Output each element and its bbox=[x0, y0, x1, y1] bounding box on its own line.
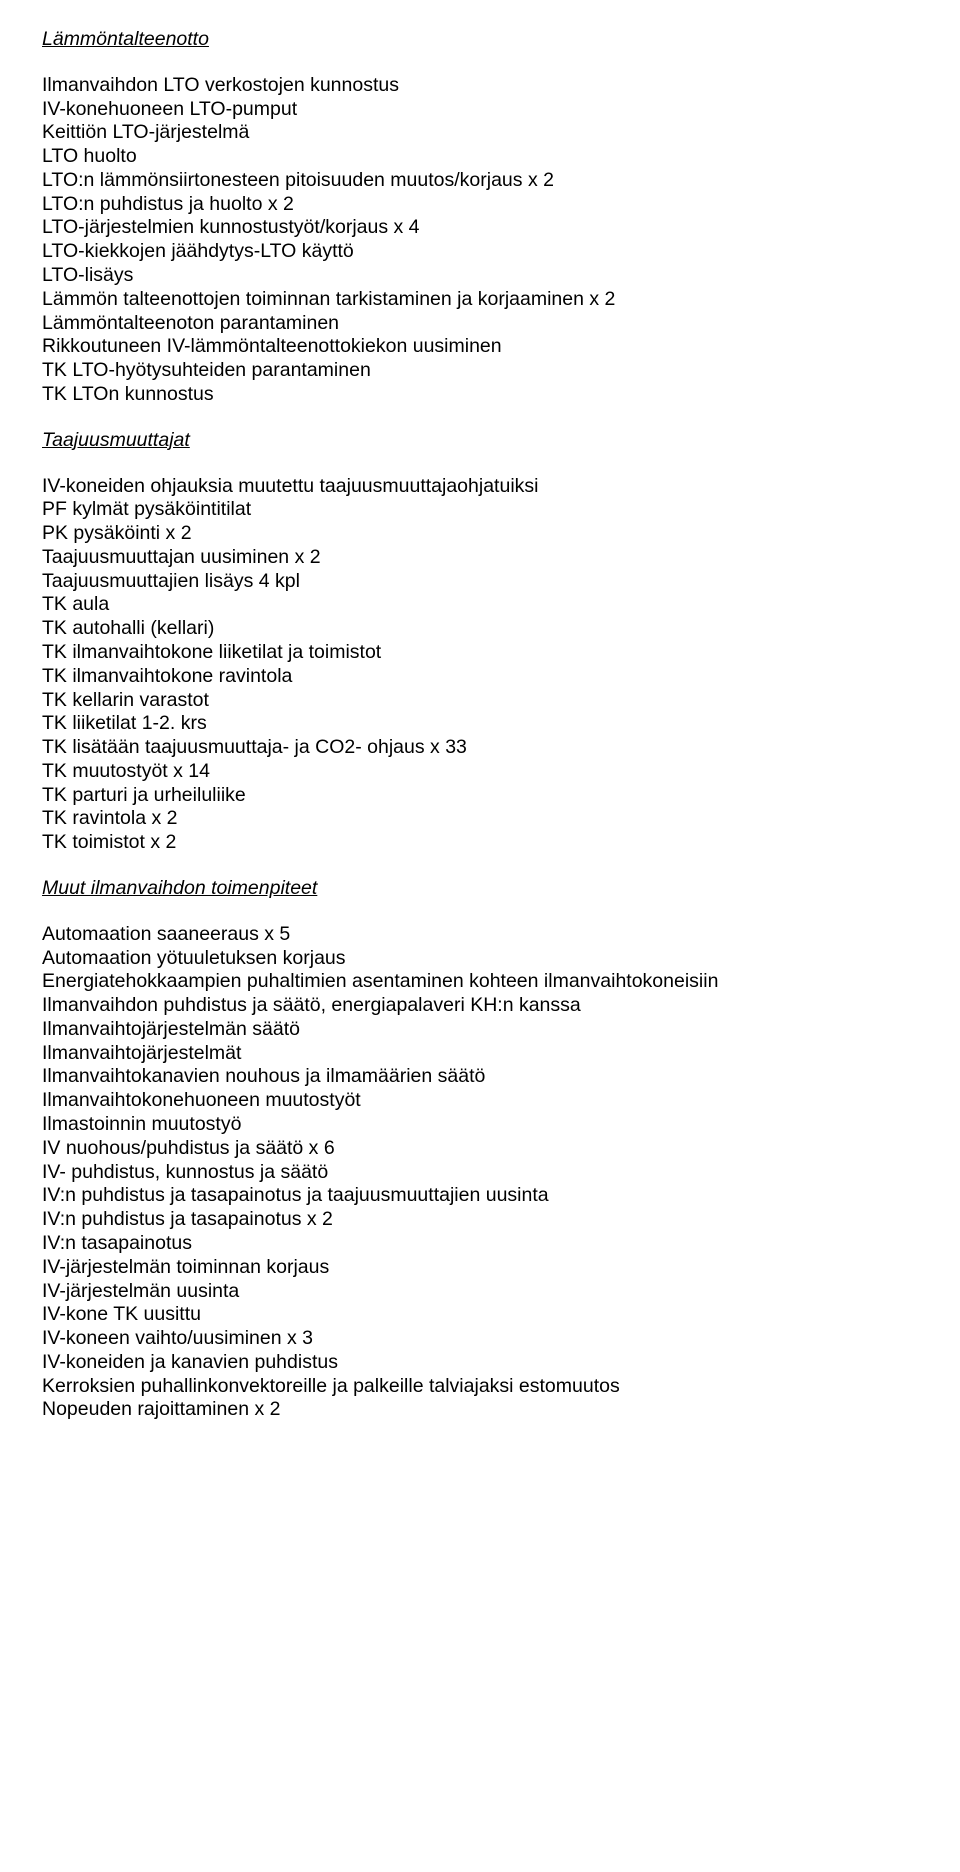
list-item: Nopeuden rajoittaminen x 2 bbox=[42, 1398, 918, 1422]
list-item: TK liiketilat 1-2. krs bbox=[42, 712, 918, 736]
document-page: Lämmöntalteenotto Ilmanvaihdon LTO verko… bbox=[0, 0, 960, 1462]
list-item: Ilmanvaihdon puhdistus ja säätö, energia… bbox=[42, 994, 918, 1018]
list-item: LTO-järjestelmien kunnostustyöt/korjaus … bbox=[42, 216, 918, 240]
section-heading: Lämmöntalteenotto bbox=[42, 28, 918, 52]
list-item: IV- puhdistus, kunnostus ja säätö bbox=[42, 1161, 918, 1185]
list-item: IV:n puhdistus ja tasapainotus ja taajuu… bbox=[42, 1184, 918, 1208]
list-item: TK ilmanvaihtokone liiketilat ja toimist… bbox=[42, 641, 918, 665]
list-item: LTO:n puhdistus ja huolto x 2 bbox=[42, 193, 918, 217]
list-item: PF kylmät pysäköintitilat bbox=[42, 498, 918, 522]
list-item: IV nuohous/puhdistus ja säätö x 6 bbox=[42, 1137, 918, 1161]
section-heading: Taajuusmuuttajat bbox=[42, 429, 918, 453]
list-item: Keittiön LTO-järjestelmä bbox=[42, 121, 918, 145]
list-item: Kerroksien puhallinkonvektoreille ja pal… bbox=[42, 1375, 918, 1399]
list-item: Taajuusmuuttajien lisäys 4 kpl bbox=[42, 570, 918, 594]
list-item: Taajuusmuuttajan uusiminen x 2 bbox=[42, 546, 918, 570]
list-item: PK pysäköinti x 2 bbox=[42, 522, 918, 546]
list-item: Ilmanvaihtojärjestelmän säätö bbox=[42, 1018, 918, 1042]
section-body: IV-koneiden ohjauksia muutettu taajuusmu… bbox=[42, 475, 918, 856]
list-item: TK parturi ja urheiluliike bbox=[42, 784, 918, 808]
list-item: TK muutostyöt x 14 bbox=[42, 760, 918, 784]
list-item: IV-koneiden ja kanavien puhdistus bbox=[42, 1351, 918, 1375]
section-body: Ilmanvaihdon LTO verkostojen kunnostus I… bbox=[42, 74, 918, 407]
list-item: Lämmöntalteenoton parantaminen bbox=[42, 312, 918, 336]
list-item: Ilmanvaihtokonehuoneen muutostyöt bbox=[42, 1089, 918, 1113]
list-item: LTO:n lämmönsiirtonesteen pitoisuuden mu… bbox=[42, 169, 918, 193]
section-heading: Muut ilmanvaihdon toimenpiteet bbox=[42, 877, 918, 901]
list-item: TK lisätään taajuusmuuttaja- ja CO2- ohj… bbox=[42, 736, 918, 760]
list-item: Rikkoutuneen IV-lämmöntalteenottokiekon … bbox=[42, 335, 918, 359]
list-item: IV-koneiden ohjauksia muutettu taajuusmu… bbox=[42, 475, 918, 499]
list-item: TK toimistot x 2 bbox=[42, 831, 918, 855]
list-item: Energiatehokkaampien puhaltimien asentam… bbox=[42, 970, 918, 994]
list-item: IV-järjestelmän toiminnan korjaus bbox=[42, 1256, 918, 1280]
list-item: TK autohalli (kellari) bbox=[42, 617, 918, 641]
list-item: Lämmön talteenottojen toiminnan tarkista… bbox=[42, 288, 918, 312]
list-item: IV:n tasapainotus bbox=[42, 1232, 918, 1256]
list-item: IV-kone TK uusittu bbox=[42, 1303, 918, 1327]
list-item: Ilmanvaihdon LTO verkostojen kunnostus bbox=[42, 74, 918, 98]
list-item: LTO huolto bbox=[42, 145, 918, 169]
list-item: Ilmanvaihtojärjestelmät bbox=[42, 1042, 918, 1066]
list-item: Automaation saaneeraus x 5 bbox=[42, 923, 918, 947]
list-item: Ilmastoinnin muutostyö bbox=[42, 1113, 918, 1137]
list-item: TK ilmanvaihtokone ravintola bbox=[42, 665, 918, 689]
list-item: TK LTOn kunnostus bbox=[42, 383, 918, 407]
list-item: IV-järjestelmän uusinta bbox=[42, 1280, 918, 1304]
list-item: LTO-kiekkojen jäähdytys-LTO käyttö bbox=[42, 240, 918, 264]
list-item: TK LTO-hyötysuhteiden parantaminen bbox=[42, 359, 918, 383]
list-item: IV:n puhdistus ja tasapainotus x 2 bbox=[42, 1208, 918, 1232]
list-item: Ilmanvaihtokanavien nouhous ja ilmamääri… bbox=[42, 1065, 918, 1089]
list-item: TK kellarin varastot bbox=[42, 689, 918, 713]
list-item: IV-koneen vaihto/uusiminen x 3 bbox=[42, 1327, 918, 1351]
list-item: TK aula bbox=[42, 593, 918, 617]
list-item: Automaation yötuuletuksen korjaus bbox=[42, 947, 918, 971]
section-body: Automaation saaneeraus x 5 Automaation y… bbox=[42, 923, 918, 1422]
list-item: LTO-lisäys bbox=[42, 264, 918, 288]
list-item: IV-konehuoneen LTO-pumput bbox=[42, 98, 918, 122]
list-item: TK ravintola x 2 bbox=[42, 807, 918, 831]
